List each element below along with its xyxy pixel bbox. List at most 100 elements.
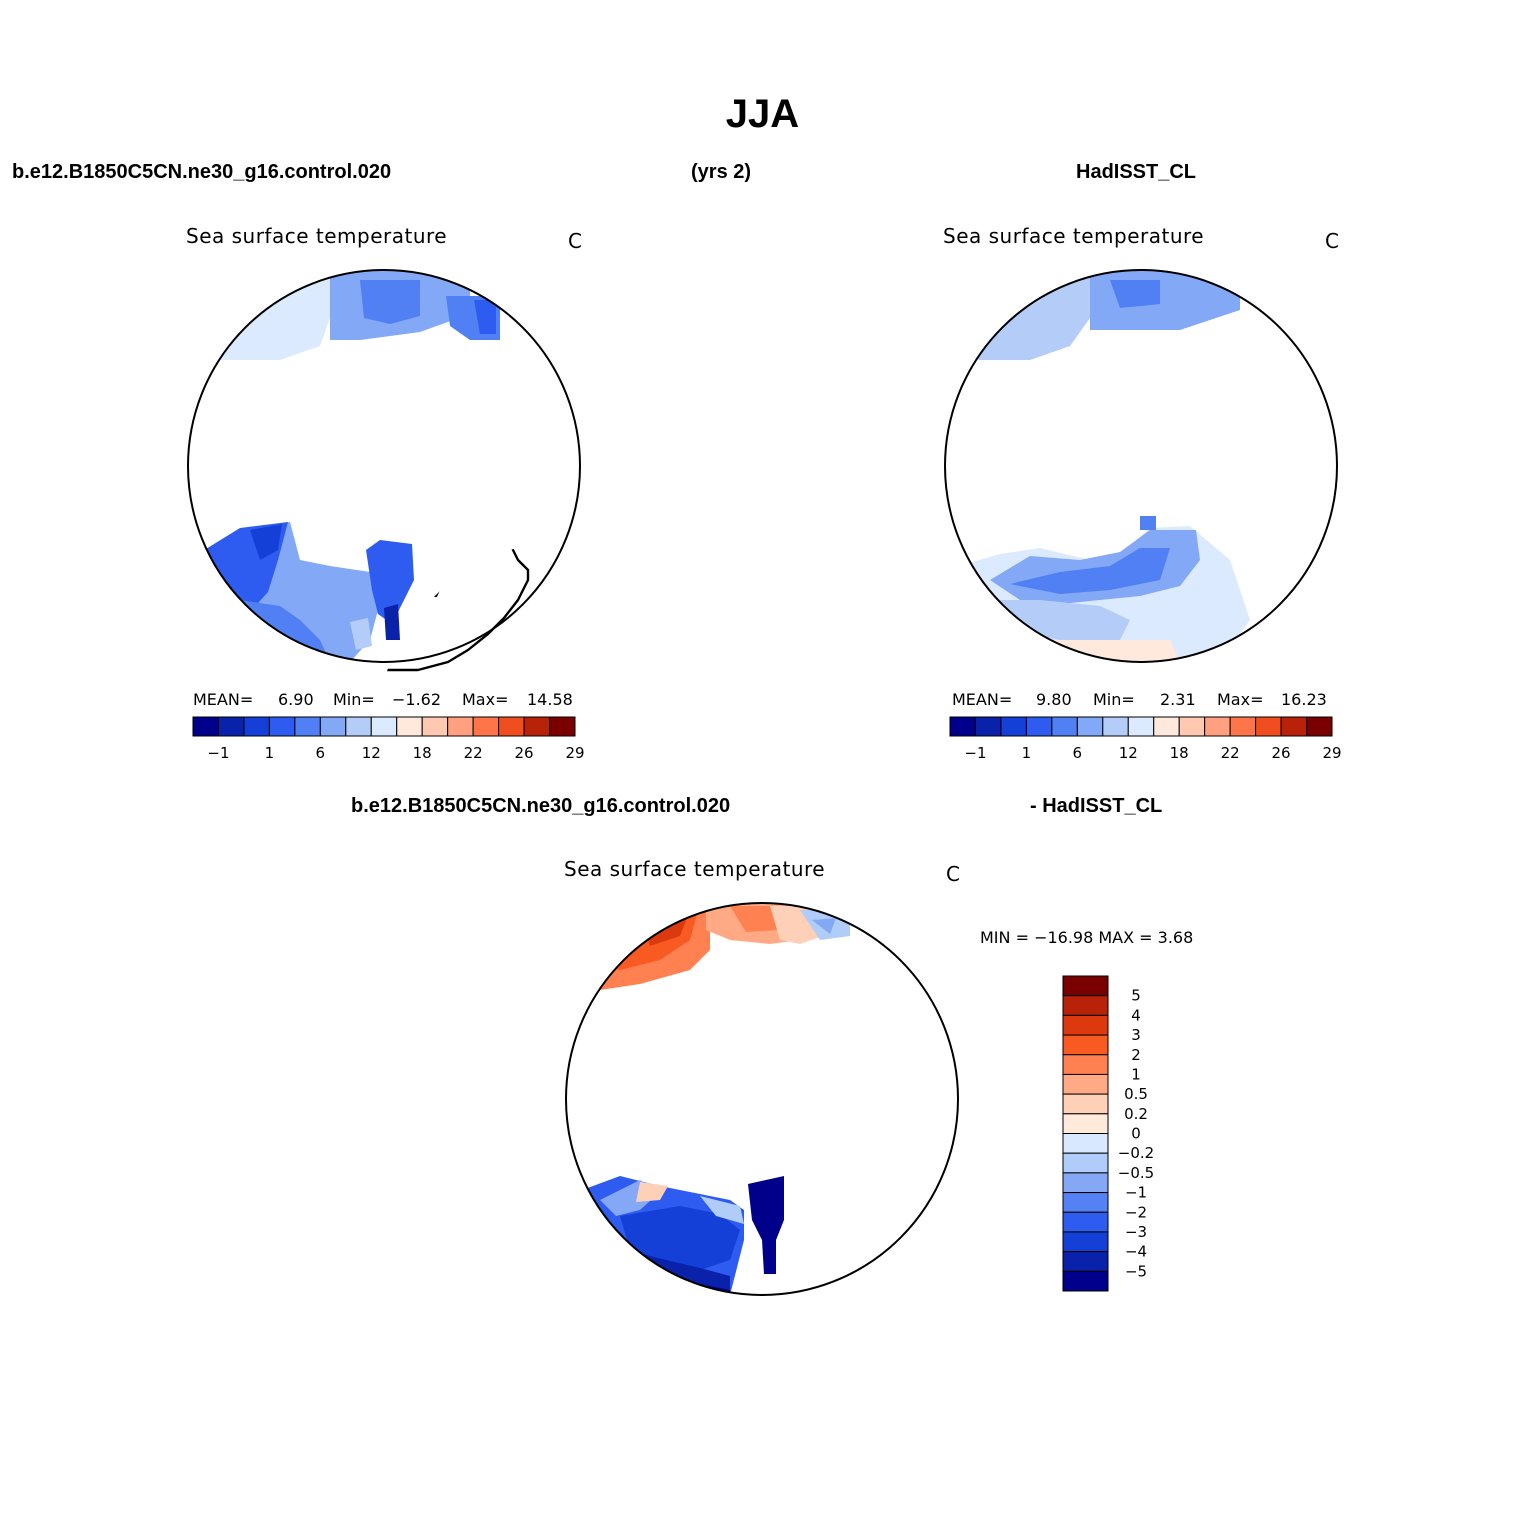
diff-colorbar-box: [1062, 1133, 1109, 1154]
model-colorbar-box: [345, 716, 372, 737]
obs-colorbar-label: 1: [1022, 744, 1032, 762]
diff-case-header: b.e12.B1850C5CN.ne30_g16.control.020: [351, 795, 731, 817]
model-panel-title: Sea surface temperature: [186, 224, 448, 248]
diff-colorbar-label: 3: [1131, 1026, 1141, 1044]
model-units: C: [568, 229, 582, 253]
figure-title: JJA: [725, 92, 800, 136]
diff-colorbar-box: [1062, 1034, 1109, 1056]
obs-colorbar-box: [1102, 716, 1129, 737]
model-mean-label: MEAN=: [193, 690, 254, 709]
diff-colorbar-box: [1062, 975, 1109, 997]
diff-colorbar-label: −2: [1125, 1203, 1147, 1221]
diff-colorbar-label: −1: [1125, 1184, 1147, 1202]
obs-colorbar-box: [1127, 716, 1155, 737]
obs-colorbar-box: [1280, 716, 1308, 737]
model-colorbar-label: 1: [265, 744, 275, 762]
model-colorbar-box: [192, 716, 219, 737]
diff-colorbar-box: [1062, 1093, 1109, 1115]
model-colorbar-box: [421, 716, 449, 737]
obs-colorbar: −1 1 6 12 18 22 26 29: [949, 716, 1342, 762]
diff-colorbar-box: [1062, 1073, 1109, 1095]
model-colorbar-box: [294, 716, 321, 737]
obs-colorbar-label: 29: [1322, 744, 1341, 762]
obs-colorbar-box: [1076, 716, 1104, 737]
case-name-header: b.e12.B1850C5CN.ne30_g16.control.020: [12, 161, 392, 183]
model-colorbar-box: [268, 716, 296, 737]
obs-colorbar-label: 6: [1073, 744, 1083, 762]
diff-panel-title: Sea surface temperature: [564, 857, 826, 881]
obs-colorbar-box: [1051, 716, 1078, 737]
diff-colorbar-label: 0.5: [1124, 1085, 1148, 1103]
diff-colorbar-box: [1062, 995, 1109, 1016]
model-colorbar-label: 22: [464, 744, 483, 762]
obs-max-label: Max=: [1217, 690, 1264, 709]
obs-colorbar-box: [1306, 716, 1333, 737]
model-colorbar-label: 18: [413, 744, 432, 762]
model-map: [187, 269, 581, 663]
model-colorbar-box: [447, 716, 474, 737]
diff-colorbar-box: [1062, 1251, 1109, 1272]
diff-colorbar-box: [1062, 1172, 1109, 1194]
obs-min-value: 2.31: [1160, 690, 1196, 709]
obs-colorbar-box: [1229, 716, 1257, 737]
model-max-label: Max=: [462, 690, 509, 709]
diff-colorbar: 54 3 21 0.5 0.2 0−0.2 −0.5 −1−2 −3 −4−5: [1062, 975, 1154, 1292]
obs-colorbar-box: [1000, 716, 1027, 737]
obs-mean-label: MEAN=: [952, 690, 1013, 709]
obs-name-header: HadISST_CL: [1076, 161, 1197, 183]
diff-colorbar-label: 0.2: [1124, 1105, 1148, 1123]
diff-obs-header: - HadISST_CL: [1030, 795, 1163, 817]
model-colorbar-label: 29: [565, 744, 584, 762]
model-max-value: 14.58: [527, 690, 573, 709]
diff-colorbar-label: 4: [1131, 1006, 1141, 1024]
model-colorbar-box: [498, 716, 525, 737]
diff-colorbar-label: 0: [1131, 1125, 1141, 1143]
diff-colorbar-box: [1062, 1113, 1109, 1134]
model-min-value: −1.62: [392, 690, 442, 709]
diff-units: C: [946, 862, 960, 886]
model-colorbar-box: [396, 716, 423, 737]
diff-colorbar-label: −4: [1125, 1243, 1147, 1261]
obs-colorbar-label: 18: [1170, 744, 1189, 762]
obs-units: C: [1325, 229, 1339, 253]
model-colorbar-box: [370, 716, 398, 737]
obs-colorbar-box: [974, 716, 1002, 737]
model-colorbar-box: [549, 716, 576, 737]
model-colorbar-label: 26: [515, 744, 534, 762]
diff-colorbar-label: −5: [1125, 1262, 1147, 1280]
obs-colorbar-box: [1025, 716, 1053, 737]
diff-colorbar-label: 5: [1131, 987, 1141, 1005]
diff-colorbar-box: [1062, 1231, 1109, 1253]
obs-colorbar-box: [1178, 716, 1206, 737]
model-colorbar-box: [217, 716, 245, 737]
diff-colorbar-box: [1062, 1014, 1109, 1036]
diff-colorbar-box: [1062, 1192, 1109, 1213]
diff-colorbar-box: [1062, 1270, 1109, 1292]
diff-colorbar-label: −0.5: [1118, 1164, 1154, 1182]
obs-colorbar-box: [949, 716, 976, 737]
obs-colorbar-label: 22: [1221, 744, 1240, 762]
obs-colorbar-label: 12: [1119, 744, 1138, 762]
obs-colorbar-box: [1153, 716, 1180, 737]
obs-colorbar-box: [1204, 716, 1231, 737]
diff-colorbar-label: −3: [1125, 1223, 1147, 1241]
obs-colorbar-label: 26: [1272, 744, 1291, 762]
model-colorbar-box: [243, 716, 270, 737]
model-colorbar-box: [319, 716, 347, 737]
diff-colorbar-label: 1: [1131, 1065, 1141, 1083]
diff-colorbar-label: −0.2: [1118, 1144, 1154, 1162]
obs-colorbar-label: −1: [964, 744, 986, 762]
obs-map: [944, 269, 1338, 663]
model-colorbar-label: 6: [316, 744, 326, 762]
diff-colorbar-box: [1062, 1152, 1109, 1174]
model-colorbar-label: −1: [207, 744, 229, 762]
obs-max-value: 16.23: [1281, 690, 1327, 709]
diff-colorbar-label: 2: [1131, 1046, 1141, 1064]
model-mean-value: 6.90: [278, 690, 314, 709]
diff-minmax: MIN = −16.98 MAX = 3.68: [980, 928, 1194, 947]
years-header: (yrs 2): [691, 161, 752, 183]
model-colorbar: −1 1 6 12 18 22 26 29: [192, 716, 585, 762]
diff-colorbar-box: [1062, 1054, 1109, 1075]
diff-colorbar-box: [1062, 1211, 1109, 1233]
